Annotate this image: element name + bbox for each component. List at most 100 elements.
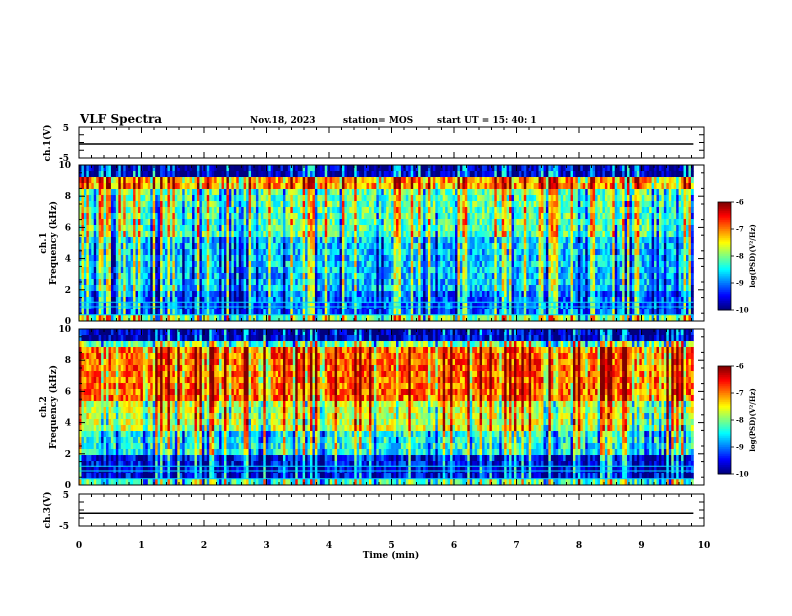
ch1-spectrogram-cell <box>180 207 183 213</box>
ch1-spectrogram-cell <box>379 285 382 291</box>
ch1-spectrogram-cell <box>455 189 458 195</box>
ch1-spectrogram-cell <box>212 315 215 321</box>
ch1-spectrogram-cell <box>305 249 308 255</box>
ch1-spectrogram-cell <box>524 189 527 195</box>
ch1-spectrogram-cell <box>457 249 460 255</box>
ch1-spectrogram-cell <box>180 177 183 183</box>
ch1-spectrogram-cell <box>492 267 495 273</box>
ch1-spectrogram-cell <box>123 177 126 183</box>
ch1-spectrogram-cell <box>371 291 374 297</box>
ch1-spectrogram-cell <box>480 177 483 183</box>
ch1-spectrogram-cell <box>214 291 217 297</box>
ch1-spectrogram-cell <box>310 189 313 195</box>
ch1-spectrogram-cell <box>207 303 210 309</box>
ch1-spectrogram-cell <box>482 303 485 309</box>
ch1-spectrogram-cell <box>226 273 229 279</box>
ch1-spectrogram-cell <box>214 243 217 249</box>
ch1-spectrogram-cell <box>531 267 534 273</box>
ch1-spectrogram-cell <box>246 249 249 255</box>
ch1-spectrogram-cell <box>204 171 207 177</box>
ch1-spectrogram-cell <box>236 273 239 279</box>
ch1-spectrogram-cell <box>450 177 453 183</box>
ch1-spectrogram-cell <box>148 195 151 201</box>
ch1-spectrogram-cell <box>514 261 517 267</box>
ch1-spectrogram-cell <box>497 213 500 219</box>
ch1-spectrogram-cell <box>160 237 163 243</box>
ch1-spectrogram-cell <box>91 291 94 297</box>
ch1-spectrogram-cell <box>271 261 274 267</box>
ch1-spectrogram-cell <box>246 195 249 201</box>
ch1-spectrogram-cell <box>143 201 146 207</box>
ch1-spectrogram-cell <box>199 225 202 231</box>
ch1-spectrogram-cell <box>369 291 372 297</box>
ch1-spectrogram-cell <box>197 231 200 237</box>
ch1-spectrogram-cell <box>145 249 148 255</box>
ch1-spectrogram-cell <box>426 267 429 273</box>
ch1-spectrogram-cell <box>121 165 124 171</box>
ch1-spectrogram-cell <box>499 273 502 279</box>
ch1-spectrogram-cell <box>276 243 279 249</box>
ch1-spectrogram-cell <box>268 165 271 171</box>
ch1-spectrogram-cell <box>337 171 340 177</box>
ch1-spectrogram-cell <box>261 177 264 183</box>
ch1-spectrogram-cell <box>131 207 134 213</box>
ch1-spectrogram-cell <box>369 195 372 201</box>
ch1-spectrogram-cell <box>438 165 441 171</box>
ch1-spectrogram-cell <box>170 231 173 237</box>
ch1-spectrogram-cell <box>219 315 222 321</box>
ch1-spectrogram-cell <box>379 177 382 183</box>
ch1-spectrogram-cell <box>288 285 291 291</box>
ch1-spectrogram-cell <box>187 177 190 183</box>
ch1-spectrogram-cell <box>138 213 141 219</box>
ch1-spectrogram-cell <box>396 219 399 225</box>
ch1-spectrogram-cell <box>317 171 320 177</box>
ch1-spectrogram-cell <box>428 195 431 201</box>
ch1-spectrogram-cell <box>214 189 217 195</box>
ch1-spectrogram-cell <box>435 249 438 255</box>
ch1-spectrogram-cell <box>453 279 456 285</box>
ch1-spectrogram-cell <box>354 237 357 243</box>
ch1-spectrogram-cell <box>487 255 490 261</box>
ch1-spectrogram-cell <box>455 255 458 261</box>
ch1-spectrogram-cell <box>381 183 384 189</box>
ch1-spectrogram-cell <box>310 273 313 279</box>
ch1-spectrogram-cell <box>190 237 193 243</box>
ch1-spectrogram-cell <box>457 177 460 183</box>
ch1-spectrogram-cell <box>131 183 134 189</box>
ch1-spectrogram-cell <box>121 267 124 273</box>
ch1-spectrogram-cell <box>320 315 323 321</box>
ch1-spectrogram-cell <box>111 237 114 243</box>
ch1-spectrogram-cell <box>303 195 306 201</box>
ch1-spectrogram-cell <box>453 207 456 213</box>
ch1-spectrogram-cell <box>457 291 460 297</box>
ch1-spectrogram-cell <box>477 243 480 249</box>
ch1-spectrogram-cell <box>482 231 485 237</box>
ch1-spectrogram-cell <box>104 195 107 201</box>
ch1-spectrogram-cell <box>118 195 121 201</box>
ch1-spectrogram-cell <box>335 315 338 321</box>
ch1-spectrogram-cell <box>138 177 141 183</box>
ch1-spectrogram-cell <box>121 261 124 267</box>
ch1-spectrogram-cell <box>349 237 352 243</box>
ch1-spectrogram-cell <box>298 195 301 201</box>
ch1-spectrogram-cell <box>182 237 185 243</box>
ch1-spectrogram-cell <box>261 273 264 279</box>
ch1-spectrogram-cell <box>123 171 126 177</box>
ch1-spectrogram-cell <box>465 213 468 219</box>
ch1-spectrogram-cell <box>416 261 419 267</box>
ch1-spectrogram-cell <box>384 291 387 297</box>
ch1-spectrogram-cell <box>177 303 180 309</box>
ch1-spectrogram-cell <box>148 231 151 237</box>
ch1-spectrogram-cell <box>325 177 328 183</box>
ch1-spectrogram-cell <box>413 273 416 279</box>
ch1-spectrogram-cell <box>108 231 111 237</box>
ch1-spectrogram-cell <box>327 291 330 297</box>
ch1-spectrogram-cell <box>300 279 303 285</box>
ch1-spectrogram-cell <box>298 267 301 273</box>
ch1-spectrogram-cell <box>421 273 424 279</box>
ch1-spectrogram-cell <box>251 273 254 279</box>
ch1-spectrogram-cell <box>251 231 254 237</box>
ch1-spectrogram-cell <box>276 255 279 261</box>
ch1-spectrogram-cell <box>226 237 229 243</box>
ch1-spectrogram-cell <box>416 267 419 273</box>
